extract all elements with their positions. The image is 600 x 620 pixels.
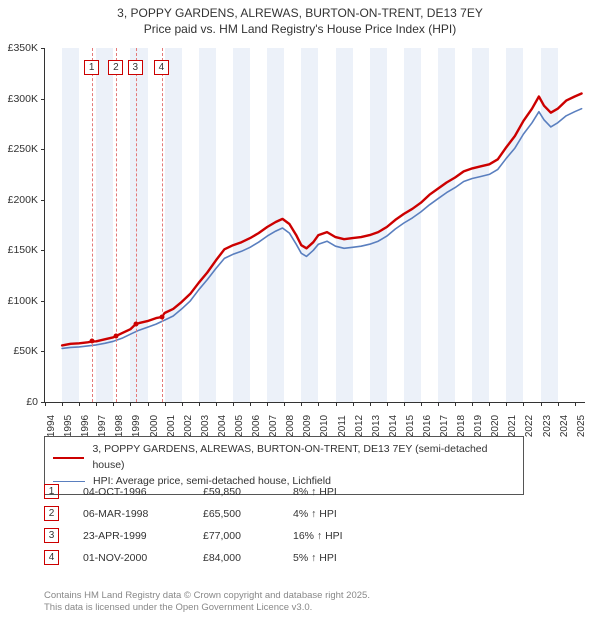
chart-container: { "title": { "line1": "3, POPPY GARDENS,… — [0, 0, 600, 620]
sales-hpi: 5% ↑ HPI — [293, 552, 383, 564]
sale-marker-header: 3 — [128, 60, 143, 75]
x-axis-tick-label: 2015 — [405, 415, 416, 437]
y-axis-tick-label: £300K — [0, 93, 40, 105]
x-axis-tick-label: 2016 — [422, 415, 433, 437]
sales-marker: 1 — [44, 484, 59, 499]
x-axis-tick-label: 2012 — [354, 415, 365, 437]
sales-hpi: 4% ↑ HPI — [293, 508, 383, 520]
sales-date: 06-MAR-1998 — [83, 508, 203, 520]
y-axis-tick-label: £0 — [0, 396, 40, 408]
title-line-1: 3, POPPY GARDENS, ALREWAS, BURTON-ON-TRE… — [0, 6, 600, 22]
sales-price: £65,500 — [203, 508, 293, 520]
sales-hpi: 8% ↑ HPI — [293, 486, 383, 498]
x-axis-tick-label: 1996 — [80, 415, 91, 437]
chart-title: 3, POPPY GARDENS, ALREWAS, BURTON-ON-TRE… — [0, 0, 600, 37]
x-axis-tick-label: 2010 — [320, 415, 331, 437]
chart-plot-area: 1994199519961997199819992000200120022003… — [44, 48, 585, 403]
x-axis-tick-label: 1999 — [132, 415, 143, 437]
legend-row: 3, POPPY GARDENS, ALREWAS, BURTON-ON-TRE… — [53, 442, 515, 474]
footer-line-2: This data is licensed under the Open Gov… — [44, 602, 312, 613]
x-axis-tick-label: 2020 — [490, 415, 501, 437]
sales-row: 1 04-OCT-1996£59,8508% ↑ HPI — [44, 484, 383, 499]
x-axis-tick-label: 2004 — [217, 415, 228, 437]
sales-date: 04-OCT-1996 — [83, 486, 203, 498]
footer-line-1: Contains HM Land Registry data © Crown c… — [44, 590, 370, 601]
sales-row: 4 01-NOV-2000£84,0005% ↑ HPI — [44, 550, 383, 565]
y-axis-tick-label: £150K — [0, 244, 40, 256]
sales-date: 23-APR-1999 — [83, 530, 203, 542]
x-axis-tick-label: 2022 — [525, 415, 536, 437]
x-axis-tick-label: 2014 — [388, 415, 399, 437]
y-axis-tick-label: £250K — [0, 143, 40, 155]
footer-note: Contains HM Land Registry data © Crown c… — [44, 590, 370, 614]
y-axis-tick-label: £50K — [0, 345, 40, 357]
x-axis-tick-label: 1998 — [114, 415, 125, 437]
x-axis-tick-label: 1994 — [46, 415, 57, 437]
sale-point — [133, 322, 138, 327]
sale-marker-header: 4 — [154, 60, 169, 75]
x-axis-tick-label: 2013 — [371, 415, 382, 437]
sales-marker: 3 — [44, 528, 59, 543]
sales-row: 2 06-MAR-1998£65,5004% ↑ HPI — [44, 506, 383, 521]
x-axis-tick-label: 2007 — [268, 415, 279, 437]
y-axis-tick-label: £350K — [0, 42, 40, 54]
sales-marker: 4 — [44, 550, 59, 565]
sales-row: 3 23-APR-1999£77,00016% ↑ HPI — [44, 528, 383, 543]
x-axis-tick-label: 2024 — [559, 415, 570, 437]
sales-table: 104-OCT-1996£59,8508% ↑ HPI206-MAR-1998£… — [44, 484, 383, 572]
sale-guide-line — [162, 48, 163, 402]
x-axis-tick-label: 2002 — [183, 415, 194, 437]
sales-price: £77,000 — [203, 530, 293, 542]
x-axis-tick-label: 2021 — [508, 415, 519, 437]
legend-swatch — [53, 457, 84, 459]
y-axis-tick-label: £100K — [0, 295, 40, 307]
sale-guide-line — [92, 48, 93, 402]
x-axis-tick-label: 2005 — [234, 415, 245, 437]
sales-hpi: 16% ↑ HPI — [293, 530, 383, 542]
x-axis-tick-label: 2019 — [473, 415, 484, 437]
sales-price: £84,000 — [203, 552, 293, 564]
sale-guide-line — [116, 48, 117, 402]
x-axis-tick-label: 1995 — [63, 415, 74, 437]
sale-point — [159, 315, 164, 320]
series-hpi — [62, 109, 582, 349]
x-axis-tick-label: 2003 — [200, 415, 211, 437]
legend-swatch — [53, 481, 85, 482]
sales-marker: 2 — [44, 506, 59, 521]
sale-marker-header: 2 — [108, 60, 123, 75]
y-axis-tick-label: £200K — [0, 194, 40, 206]
x-axis-tick-label: 2025 — [576, 415, 587, 437]
legend-label: 3, POPPY GARDENS, ALREWAS, BURTON-ON-TRE… — [92, 442, 515, 474]
sales-date: 01-NOV-2000 — [83, 552, 203, 564]
x-axis-tick-label: 2009 — [302, 415, 313, 437]
title-line-2: Price paid vs. HM Land Registry's House … — [0, 22, 600, 38]
x-axis-tick-label: 2018 — [456, 415, 467, 437]
sale-point — [114, 333, 119, 338]
x-axis-tick-label: 2008 — [285, 415, 296, 437]
x-axis-tick-label: 2006 — [251, 415, 262, 437]
x-axis-tick-label: 2000 — [149, 415, 160, 437]
x-axis-tick-label: 2017 — [439, 415, 450, 437]
chart-svg — [45, 48, 585, 402]
sales-price: £59,850 — [203, 486, 293, 498]
series-price_paid — [62, 94, 582, 346]
sale-marker-header: 1 — [84, 60, 99, 75]
sale-guide-line — [136, 48, 137, 402]
x-axis-tick-label: 2023 — [542, 415, 553, 437]
x-axis-tick-label: 2011 — [336, 415, 347, 437]
sale-point — [90, 339, 95, 344]
x-axis-tick-label: 1997 — [97, 415, 108, 437]
x-axis-tick-label: 2001 — [166, 415, 177, 437]
